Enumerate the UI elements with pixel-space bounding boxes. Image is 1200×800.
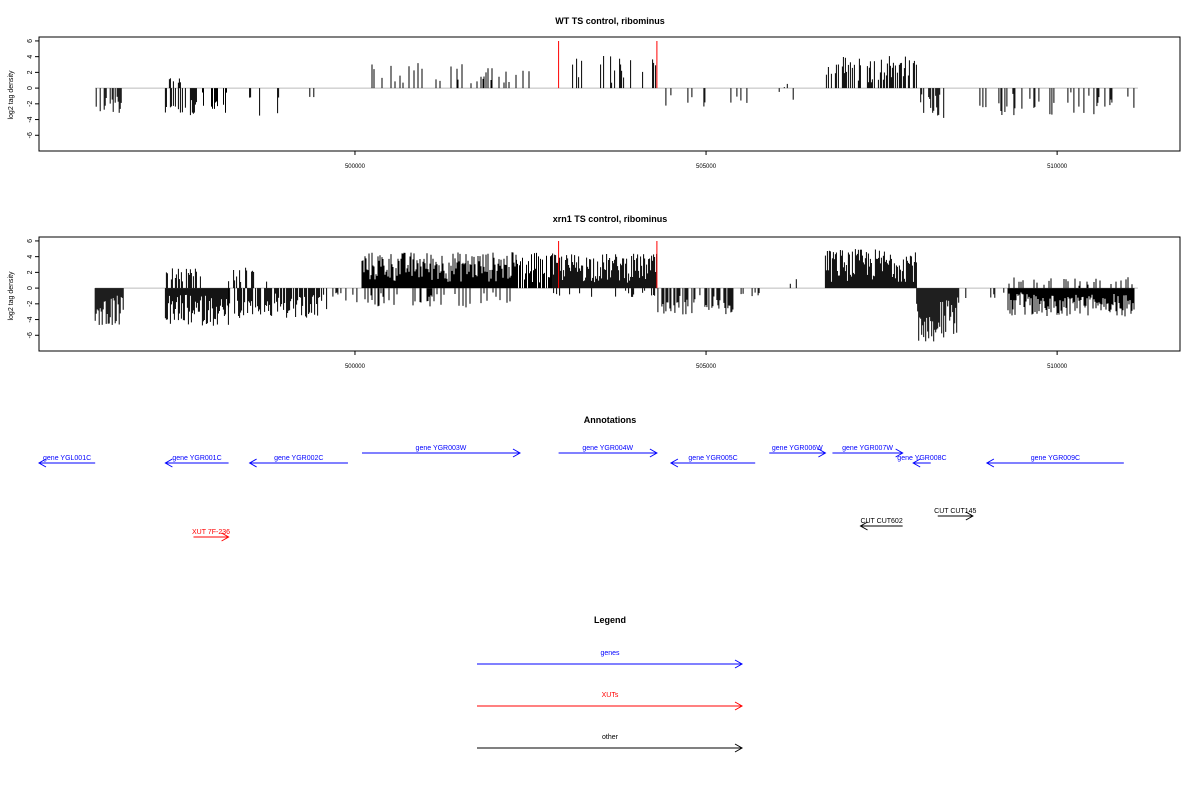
legend-arrowhead [734,659,744,669]
panel-wt-bars [95,41,1138,118]
feature-label: gene YGR002C [274,455,323,462]
legend-items: genes XUTs other [477,650,744,753]
y-tick-label: 4 [27,55,34,59]
feature-label: gene YGR003W [416,445,467,452]
feature-arrowhead [818,448,827,458]
feature-label: gene YGR009C [1031,455,1080,462]
y-tick-label: 0 [27,286,34,290]
feature-label: XUT 7F-236 [192,529,230,536]
y-tick-label: -2 [27,101,34,107]
feature-arrowhead [965,511,974,521]
y-tick-label: -2 [27,301,34,307]
legend-label: other [602,734,619,741]
feature-label: gene YGR005C [688,455,737,462]
y-tick-label: 2 [27,70,34,74]
x-tick-label: 500000 [345,364,366,370]
feature-label: gene YGR001C [172,455,221,462]
feature-arrowhead [248,458,257,468]
feature-arrowhead [895,448,904,458]
legend-arrowhead [734,701,744,711]
feature-label: gene YGR006W [772,445,823,452]
legend-label: genes [600,650,620,657]
legend-arrowhead [734,743,744,753]
legend: Legend genes XUTs other [477,615,744,753]
x-tick-label: 505000 [696,164,717,170]
feature-arrowhead [859,521,868,531]
x-tick-label: 500000 [345,164,366,170]
y-tick-label: 6 [27,239,34,243]
annotations-track: Annotations gene YGL001C gene YGR001C gene… [37,415,1124,542]
feature-arrowhead [512,448,521,458]
panel-wt-ylabel: log2 tag density [8,70,15,120]
panel-wt: WT TS control, ribominus log2 tag densit… [8,16,1181,170]
feature-label: CUT CUT602 [860,518,902,525]
annotation-features: gene YGL001C gene YGR001C gene YGR002C gene… [37,445,1124,542]
y-tick-label: 2 [27,270,34,274]
feature-arrowhead [669,458,679,468]
y-tick-label: -6 [27,132,34,138]
feature-arrowhead [221,532,230,542]
x-tick-label: 510000 [1047,164,1068,170]
feature-label: gene YGR004W [582,445,633,452]
panel-xrn1-bars [94,241,1138,342]
plot-frame [38,236,1181,352]
feature-label: gene YGR007W [842,445,893,452]
legend-title: Legend [594,615,626,625]
panel-xrn1-ylabel: log2 tag density [8,271,15,321]
feature-arrowhead [164,458,173,468]
annotations-title: Annotations [584,415,637,425]
feature-label: gene YGL001C [43,455,91,462]
x-tick-label: 510000 [1047,364,1068,370]
feature-arrowhead [37,458,47,468]
panel-xrn1-title: xrn1 TS control, ribominus [553,214,668,224]
panel-wt-axes: -6 -4 -2 0 2 4 6 500000 505000 510000 [27,36,1181,170]
y-tick-label: 4 [27,255,34,259]
feature-arrowhead [649,448,658,458]
feature-label: CUT CUT145 [934,508,976,515]
y-tick-label: -4 [27,116,34,122]
feature-arrowhead [985,458,995,468]
y-tick-label: -4 [27,316,34,322]
panel-wt-title: WT TS control, ribominus [555,16,665,26]
x-tick-label: 505000 [696,364,717,370]
plot-frame [38,36,1181,152]
feature-label: gene YGR008C [897,455,946,462]
panel-xrn1-axes: -6 -4 -2 0 2 4 6 500000 505000 510000 [27,236,1181,370]
panel-xrn1: xrn1 TS control, ribominus log2 tag dens… [8,214,1181,370]
y-tick-label: 6 [27,39,34,43]
y-tick-label: -6 [27,332,34,338]
feature-arrowhead [912,458,921,468]
y-tick-label: 0 [27,86,34,90]
legend-label: XUTs [602,692,619,699]
